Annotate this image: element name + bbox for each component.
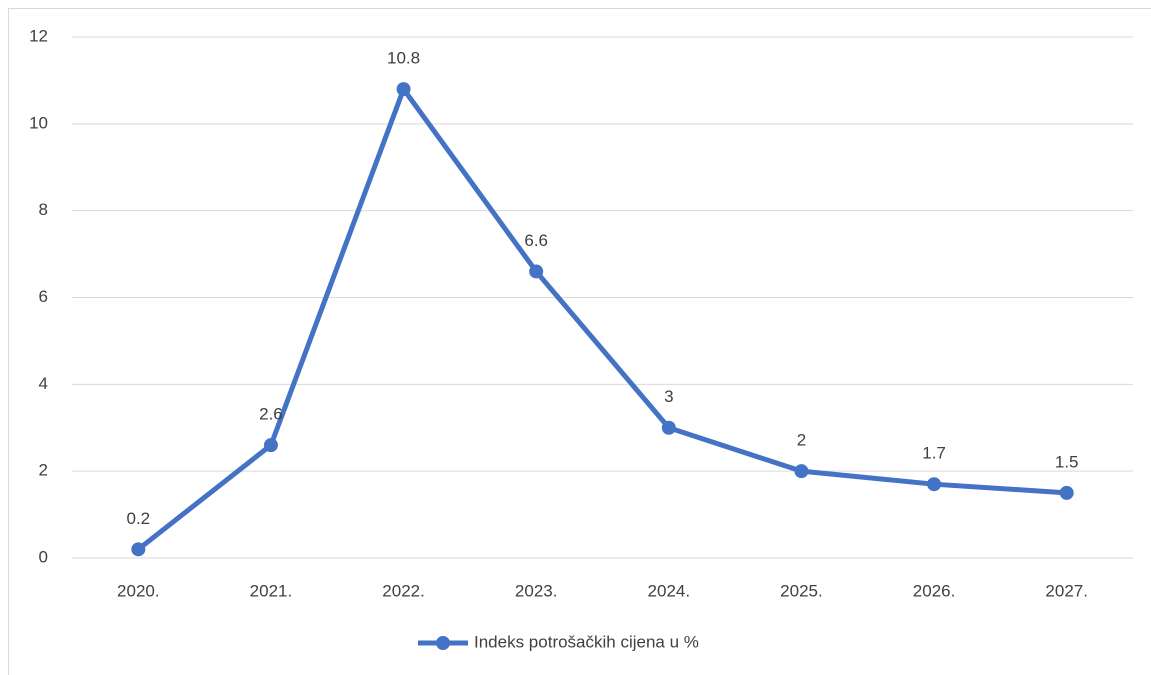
y-tick-label: 4 bbox=[39, 374, 48, 393]
data-point bbox=[927, 477, 942, 492]
legend-marker bbox=[436, 636, 450, 650]
x-tick-label: 2020. bbox=[117, 581, 160, 600]
data-label: 2 bbox=[797, 431, 806, 450]
chart-frame bbox=[8, 8, 1151, 675]
y-tick-label: 10 bbox=[29, 113, 48, 132]
data-label: 3 bbox=[664, 387, 673, 406]
data-point bbox=[794, 464, 809, 479]
y-tick-label: 0 bbox=[39, 547, 48, 566]
line-series bbox=[136, 86, 1067, 552]
x-tick-label: 2027. bbox=[1045, 581, 1088, 600]
data-point bbox=[529, 264, 544, 279]
data-point bbox=[396, 82, 411, 97]
x-tick-label: 2023. bbox=[515, 581, 558, 600]
data-label: 10.8 bbox=[387, 49, 420, 68]
data-point bbox=[263, 438, 278, 453]
data-label: 0.2 bbox=[126, 509, 150, 528]
x-tick-label: 2022. bbox=[382, 581, 425, 600]
x-tick-label: 2025. bbox=[780, 581, 823, 600]
legend-label: Indeks potrošačkih cijena u % bbox=[474, 632, 699, 651]
x-tick-label: 2024. bbox=[648, 581, 691, 600]
data-point bbox=[1059, 485, 1074, 500]
x-tick-label: 2026. bbox=[913, 581, 956, 600]
y-tick-label: 2 bbox=[39, 461, 48, 480]
data-label: 1.5 bbox=[1055, 452, 1079, 471]
data-point bbox=[661, 420, 676, 435]
data-label: 1.7 bbox=[922, 444, 946, 463]
y-tick-label: 6 bbox=[39, 287, 48, 306]
data-label: 6.6 bbox=[524, 231, 548, 250]
y-tick-label: 8 bbox=[39, 200, 48, 219]
data-point bbox=[131, 542, 146, 557]
y-tick-label: 12 bbox=[29, 26, 48, 45]
data-label: 2.6 bbox=[259, 405, 283, 424]
x-tick-label: 2021. bbox=[250, 581, 293, 600]
